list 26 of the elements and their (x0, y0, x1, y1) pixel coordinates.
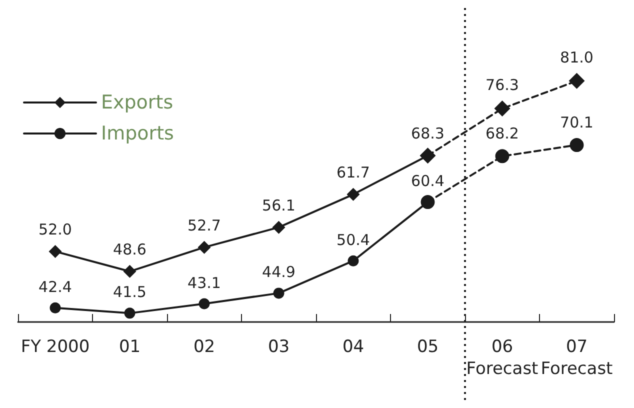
data-label: 61.7 (336, 163, 370, 182)
x-tick-label: 07 Forecast (540, 337, 614, 379)
x-tick-label: 02 (193, 337, 216, 357)
data-label: 41.5 (113, 283, 146, 302)
x-tick-label: 01 (118, 337, 141, 357)
data-label: 50.4 (336, 230, 370, 249)
x-tick-label: FY 2000 (20, 337, 90, 357)
data-label: 44.9 (262, 263, 296, 282)
x-tick-label: 04 (342, 337, 364, 357)
data-label: 81.0 (560, 48, 594, 66)
data-label: 48.6 (113, 240, 146, 258)
legend-label: Exports (101, 92, 174, 114)
data-label: 56.1 (262, 196, 296, 214)
data-label: 70.1 (560, 114, 594, 132)
data-label: 68.3 (411, 124, 444, 143)
x-tick-label: 05 (416, 337, 439, 357)
data-label: 68.2 (486, 124, 519, 143)
x-tick-label: 06 Forecast (466, 337, 539, 379)
legend-label: Imports (101, 122, 174, 144)
data-label: 42.4 (38, 278, 72, 296)
x-tick-label: 03 (268, 337, 290, 357)
data-label: 76.3 (486, 76, 519, 94)
data-label: 52.7 (188, 216, 221, 234)
data-label: 60.4 (411, 172, 444, 190)
data-label: 43.1 (188, 274, 221, 292)
data-label: 52.0 (38, 220, 72, 238)
